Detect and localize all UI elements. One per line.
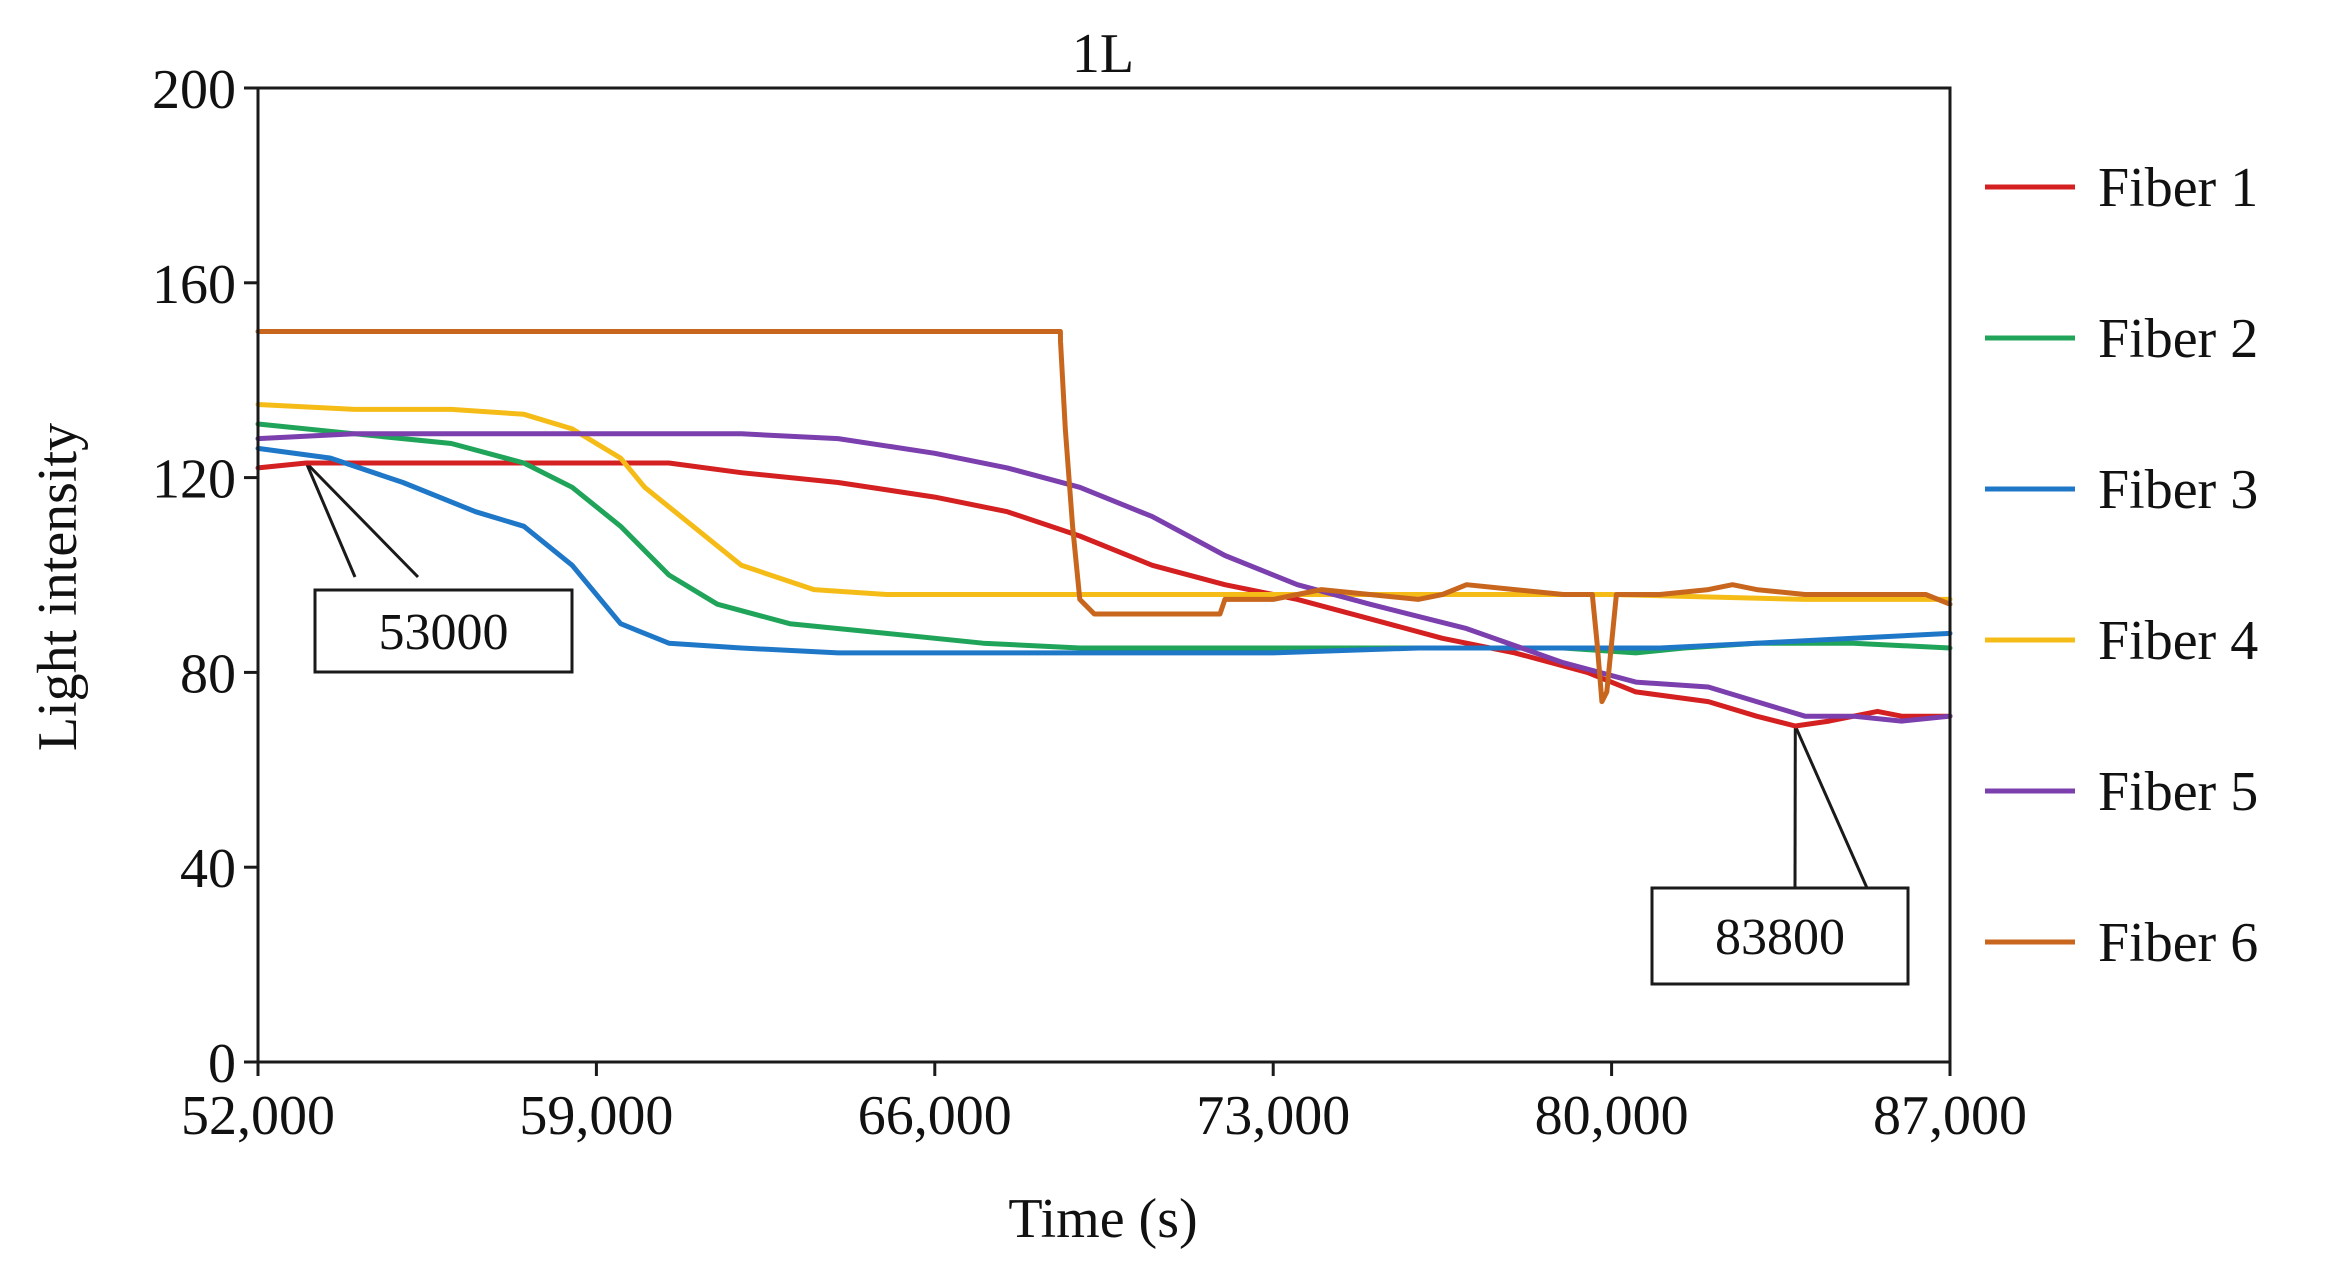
annotation-leader	[1793, 725, 1869, 889]
annotation-leader	[304, 462, 357, 578]
annotation-box	[313, 588, 574, 674]
series-line-fiber-6	[255, 329, 1953, 705]
y-axis-ticks: 0 40 80 120 160 200	[152, 59, 258, 1095]
y-tick-label: 0	[208, 1033, 236, 1095]
x-axis-ticks: 52,000 59,000 66,000 73,000 80,000 87,000	[181, 1062, 2027, 1147]
y-tick-label: 160	[152, 254, 236, 316]
y-tick-label: 200	[152, 59, 236, 121]
legend-label-fiber-3: Fiber 3	[2098, 459, 2258, 521]
series-line-fiber-4	[255, 402, 1953, 602]
legend-label-fiber-2: Fiber 2	[2098, 308, 2258, 370]
annotation-label: 53000	[379, 604, 509, 661]
series-line-fiber-3	[255, 445, 1953, 656]
x-tick-label: 87,000	[1873, 1085, 2027, 1147]
x-tick-label: 73,000	[1196, 1085, 1350, 1147]
x-tick-label: 59,000	[519, 1085, 673, 1147]
y-tick-label: 80	[180, 643, 236, 705]
legend-label-fiber-4: Fiber 4	[2098, 610, 2258, 672]
y-axis-label: Light intensity	[27, 423, 89, 751]
series-lines	[255, 329, 1953, 729]
plot-frame	[256, 86, 1952, 1064]
legend-label-fiber-5: Fiber 5	[2098, 761, 2258, 823]
x-tick-label: 52,000	[181, 1085, 335, 1147]
annotation-leader	[305, 461, 420, 579]
x-tick-label: 66,000	[858, 1085, 1012, 1147]
legend-label-fiber-1: Fiber 1	[2098, 157, 2258, 219]
legend-label-fiber-6: Fiber 6	[2098, 912, 2258, 974]
series-line-fiber-5	[255, 431, 1953, 724]
x-axis-label: Time (s)	[1008, 1188, 1197, 1250]
legend: Fiber 1 Fiber 2 Fiber 3 Fiber 4 Fiber 5 Fiber…	[1985, 157, 2258, 974]
annotation-label: 83800	[1715, 909, 1845, 966]
annotation-boxes: 53000 83800	[313, 588, 1910, 986]
y-tick-label: 40	[180, 838, 236, 900]
y-tick-label: 120	[152, 449, 236, 511]
annotation-box	[1650, 886, 1910, 986]
x-tick-label: 80,000	[1535, 1085, 1689, 1147]
chart-title: 1L	[1072, 23, 1134, 85]
annotation-leaders	[304, 461, 1869, 889]
